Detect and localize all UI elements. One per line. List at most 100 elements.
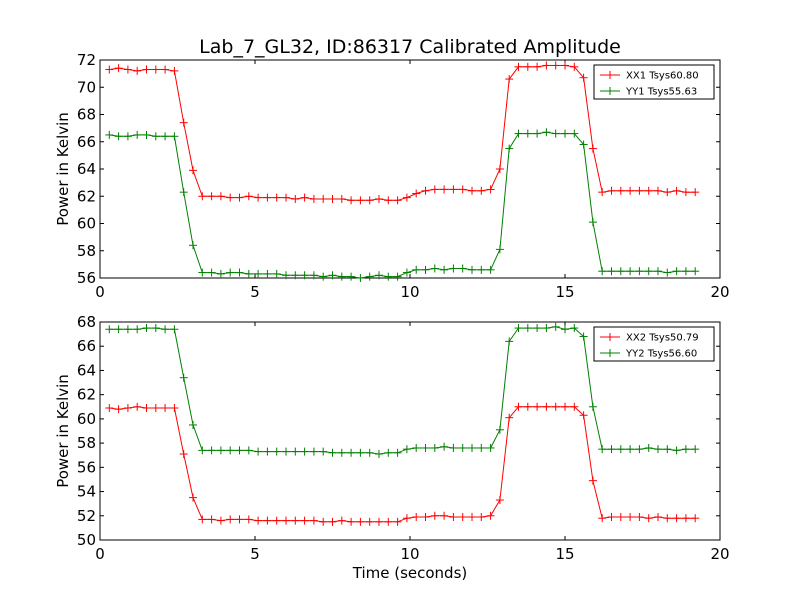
data-point bbox=[663, 188, 672, 197]
data-point bbox=[123, 132, 132, 141]
data-point bbox=[440, 185, 449, 194]
data-point bbox=[393, 272, 402, 281]
data-point bbox=[654, 267, 662, 276]
data-point bbox=[319, 194, 328, 203]
data-point bbox=[114, 64, 123, 73]
data-point bbox=[133, 130, 142, 139]
data-point bbox=[226, 446, 235, 455]
data-point bbox=[105, 325, 114, 334]
x-tick-label: 10 bbox=[400, 545, 419, 563]
data-point bbox=[384, 448, 393, 457]
data-point bbox=[523, 62, 532, 71]
data-point bbox=[263, 269, 272, 278]
data-point bbox=[533, 62, 542, 71]
data-point bbox=[654, 445, 662, 454]
data-point bbox=[216, 192, 225, 201]
data-point bbox=[616, 186, 625, 195]
data-point bbox=[598, 188, 607, 197]
data-point bbox=[430, 511, 439, 520]
y-tick-label: 52 bbox=[77, 507, 96, 525]
data-point bbox=[440, 511, 449, 520]
data-point bbox=[226, 268, 235, 277]
data-point bbox=[170, 132, 179, 141]
data-point bbox=[681, 445, 690, 454]
legend-label: YY2 Tsys56.60 bbox=[625, 349, 697, 360]
data-point bbox=[616, 445, 625, 454]
x-tick-label: 10 bbox=[400, 283, 419, 301]
data-point bbox=[207, 515, 216, 524]
data-point bbox=[458, 264, 467, 273]
data-point bbox=[189, 166, 197, 175]
data-point bbox=[477, 186, 486, 195]
data-point bbox=[654, 186, 662, 195]
data-point bbox=[179, 188, 188, 197]
data-point bbox=[207, 268, 216, 277]
y-tick-label: 70 bbox=[77, 78, 96, 96]
data-point bbox=[105, 65, 114, 74]
data-point bbox=[291, 271, 300, 280]
data-point bbox=[375, 517, 383, 526]
data-point bbox=[449, 512, 458, 521]
data-point bbox=[449, 185, 458, 194]
data-point bbox=[300, 271, 309, 280]
data-point bbox=[449, 443, 458, 452]
data-point bbox=[337, 194, 346, 203]
y-tick-label: 58 bbox=[77, 434, 96, 452]
data-point bbox=[384, 517, 393, 526]
data-point bbox=[626, 445, 635, 454]
data-point bbox=[654, 512, 662, 521]
data-point bbox=[495, 245, 504, 254]
data-point bbox=[133, 325, 142, 334]
data-point bbox=[440, 442, 449, 451]
data-point bbox=[449, 264, 458, 273]
data-point bbox=[523, 402, 532, 411]
data-point bbox=[328, 194, 337, 203]
data-point bbox=[319, 447, 328, 456]
data-point bbox=[663, 514, 672, 523]
data-point bbox=[347, 196, 356, 205]
data-point bbox=[681, 514, 690, 523]
data-point bbox=[254, 516, 263, 525]
data-point bbox=[542, 61, 551, 70]
series-group bbox=[105, 128, 700, 282]
data-point bbox=[198, 268, 207, 277]
data-point bbox=[598, 514, 607, 523]
data-point bbox=[244, 515, 253, 524]
data-point bbox=[588, 144, 597, 153]
data-point bbox=[151, 403, 160, 412]
data-point bbox=[272, 447, 281, 456]
legend: XX1 Tsys60.80 YY1 Tsys55.63 bbox=[593, 64, 715, 100]
data-point bbox=[672, 186, 681, 195]
data-point bbox=[430, 185, 439, 194]
data-point bbox=[393, 517, 402, 526]
data-point bbox=[626, 267, 635, 276]
y-axis-label: Power in Kelvin bbox=[54, 374, 72, 488]
data-point bbox=[263, 193, 272, 202]
series-line bbox=[109, 65, 696, 201]
series-group bbox=[105, 322, 700, 459]
data-point bbox=[514, 402, 523, 411]
data-point bbox=[477, 443, 486, 452]
data-point bbox=[570, 324, 579, 333]
y-tick-label: 72 bbox=[77, 51, 96, 69]
data-point bbox=[393, 448, 402, 457]
data-point bbox=[533, 402, 542, 411]
data-point bbox=[533, 129, 542, 138]
data-point bbox=[365, 196, 374, 205]
data-point bbox=[244, 446, 253, 455]
y-tick-label: 56 bbox=[77, 269, 96, 287]
x-tick-label: 0 bbox=[95, 283, 105, 301]
data-point bbox=[347, 448, 356, 457]
data-point bbox=[691, 188, 700, 197]
data-point bbox=[561, 61, 569, 70]
series-group bbox=[105, 402, 700, 526]
data-point bbox=[309, 271, 318, 280]
data-point bbox=[607, 445, 616, 454]
data-point bbox=[300, 447, 309, 456]
top-plot-panel: 0 5 10 15 20 56 58 60 62 64 66 68 70 72 Power in Kelvi… bbox=[54, 51, 730, 301]
data-point bbox=[309, 194, 318, 203]
legend-label: YY1 Tsys55.63 bbox=[625, 87, 697, 98]
y-tick-label: 64 bbox=[77, 160, 96, 178]
legend-item: YY1 Tsys55.63 bbox=[600, 87, 697, 98]
